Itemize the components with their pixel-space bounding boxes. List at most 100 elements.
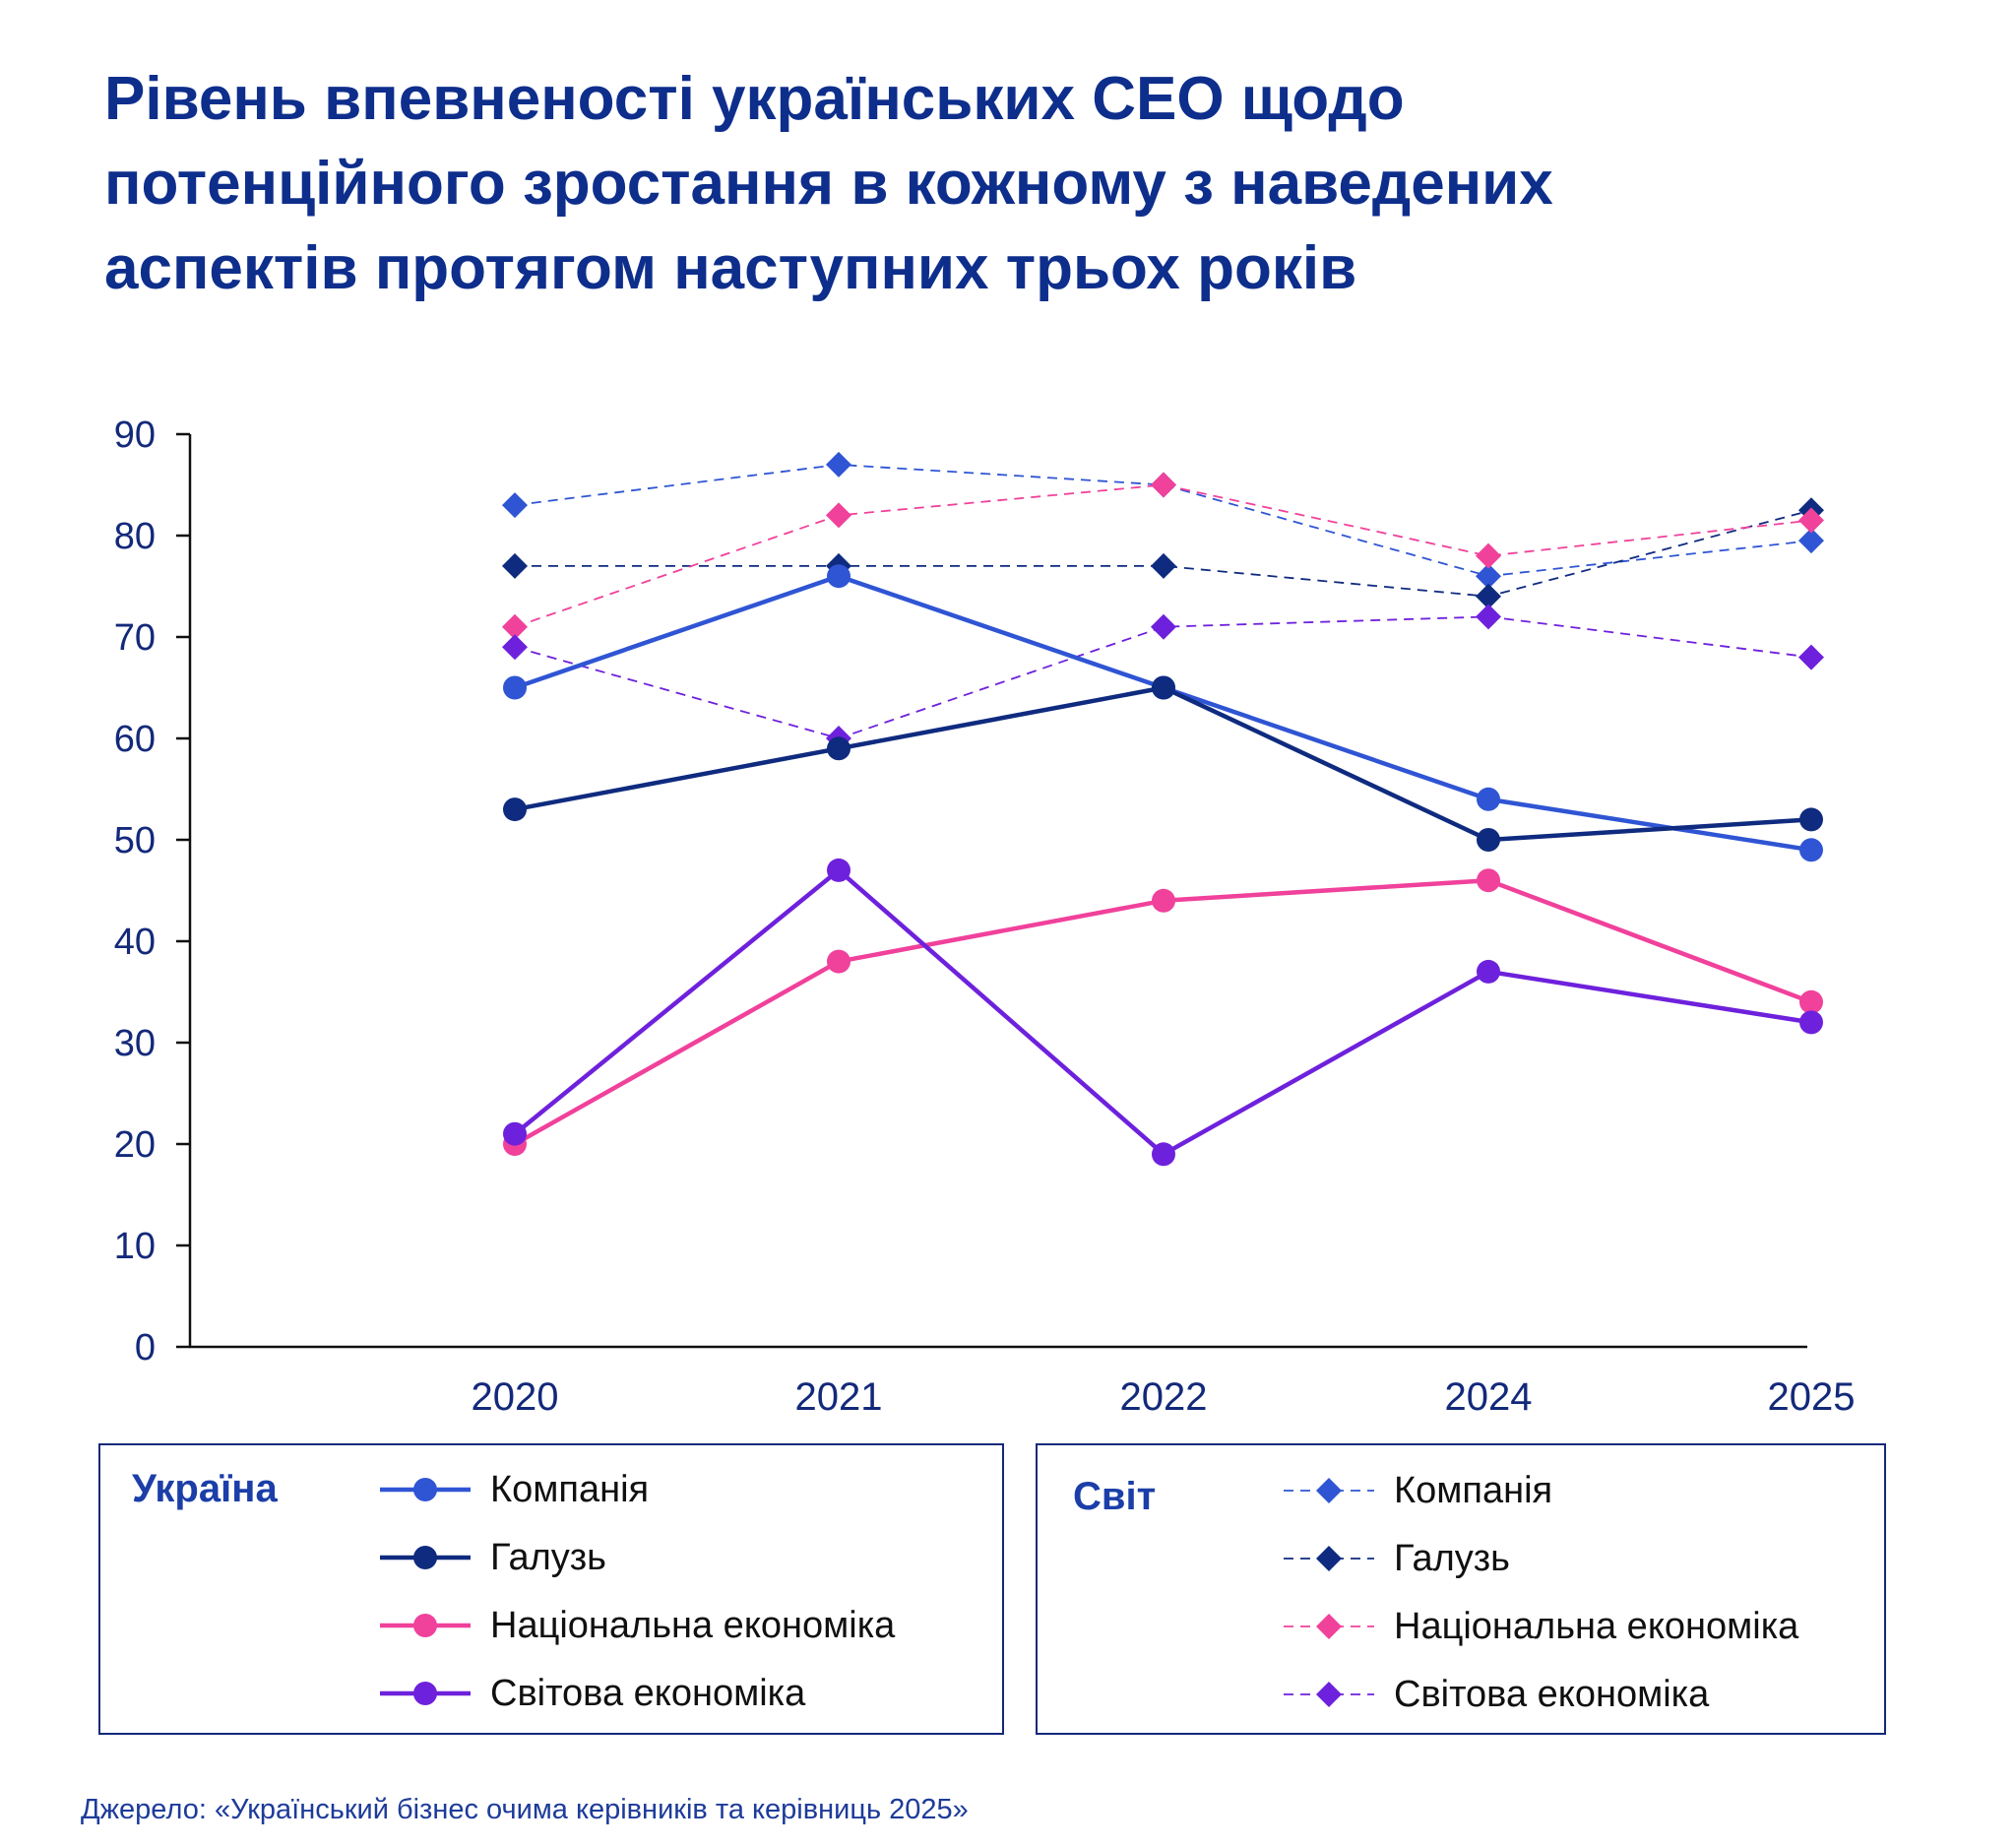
chart-title: Рівень впевненості українських CEO щодо … [104,57,1876,311]
series-line [514,483,1812,628]
title-line: аспектів протягом наступних трьох років [104,234,1357,302]
legend-heading-world: Світ [1073,1475,1157,1518]
legend-swatch [1284,1478,1374,1503]
data-point [827,949,850,974]
legend-marker [413,1682,437,1705]
legend-item: Світова економіка [1280,1670,1709,1719]
legend-item: Компанія [1280,1466,1552,1515]
data-point [1477,868,1500,893]
data-point [1799,989,1823,1014]
data-point [502,634,528,661]
x-axis-ticks: 2020 2021 2022 2024 2025 [472,1375,1856,1419]
data-point [503,797,527,822]
data-point [1476,604,1501,630]
x-tick-label: 2021 [795,1375,883,1419]
series-line [514,463,1812,578]
data-point [502,613,528,640]
data-point [1152,888,1175,913]
y-tick-label: 40 [114,922,156,963]
legend-ukraine: Україна Компанія Галузь Національна економ… [98,1443,1004,1735]
legend-swatch [380,1546,471,1569]
y-tick-label: 90 [114,414,156,456]
y-tick-label: 10 [114,1226,156,1267]
series [503,564,1823,862]
y-tick-label: 60 [114,719,156,760]
legend-item: Галузь [1280,1534,1510,1583]
series [502,472,1824,640]
legend-marker [1316,1682,1342,1707]
series-line [514,685,1812,843]
line-chart: 0 10 20 30 40 50 60 70 80 90 2020 2021 2022 2024 2025 [114,414,1856,1419]
legend-item: Світова економіка [376,1669,805,1718]
legend-marker [413,1478,437,1501]
data-point [1477,787,1500,811]
data-point [503,675,527,700]
y-tick-label: 70 [114,617,156,659]
x-tick-label: 2020 [472,1375,559,1419]
legend-marker [413,1614,437,1637]
legend-swatch [1284,1546,1374,1571]
world-series-group [502,451,1824,751]
series [503,868,1823,1156]
data-point [1477,959,1500,984]
y-tick-label: 0 [135,1327,156,1369]
data-point [827,564,850,589]
legend-marker [1316,1546,1342,1571]
legend-label: Національна економіка [1394,1605,1799,1647]
y-axis-ticks: 0 10 20 30 40 50 60 70 80 90 [114,414,190,1369]
series-line [515,509,1812,598]
data-point [1799,1010,1823,1035]
legend-world: Світ Компанія Галузь Національна економіка… [1036,1443,1886,1735]
legend-item: Компанія [376,1465,649,1514]
data-point [1151,552,1176,579]
legend-swatch [1284,1682,1374,1707]
series [503,675,1823,852]
title-line: Рівень впевненості українських CEO щодо [104,65,1405,133]
legend-label: Компанія [1394,1469,1553,1511]
data-point [1151,472,1176,498]
data-point [1798,528,1824,554]
legend-item: Галузь [376,1533,606,1582]
x-tick-label: 2025 [1768,1375,1856,1419]
legend-label: Світова економіка [1394,1673,1710,1715]
data-point [1152,1142,1175,1167]
data-point [1152,675,1175,700]
series [502,497,1824,609]
legend-label: Компанія [490,1468,650,1510]
y-tick-label: 20 [114,1124,156,1166]
data-point [1799,807,1823,832]
data-point [502,492,528,519]
data-point [826,502,851,529]
series [503,858,1823,1167]
source-note: Джерело: «Український бізнес очима керів… [81,1794,969,1825]
data-point [1799,838,1823,862]
legend-swatch [380,1614,471,1637]
data-point [826,451,851,478]
x-tick-label: 2022 [1120,1375,1208,1419]
axes [188,434,1807,1349]
data-point [1476,542,1501,569]
data-point [1151,613,1176,640]
legend-swatch [380,1682,471,1705]
legend-marker [1316,1478,1342,1503]
y-tick-label: 50 [114,820,156,861]
legend-label: Національна економіка [490,1604,896,1646]
legend-item: Національна економіка [1280,1602,1798,1651]
legend-heading-ukraine: Україна [132,1467,278,1510]
data-point [1798,644,1824,670]
legend-swatch [380,1478,471,1501]
legend-label: Галузь [490,1536,606,1578]
legend-label: Галузь [1394,1537,1510,1579]
data-point [1476,583,1501,609]
data-point [827,736,850,761]
legend-marker [413,1546,437,1569]
y-tick-label: 30 [114,1023,156,1064]
data-point [1476,563,1501,590]
legend-marker [1316,1614,1342,1639]
series-line [513,877,1812,1146]
title-line: потенційного зростання в кожному з навед… [104,150,1553,218]
y-tick-label: 80 [114,516,156,557]
legend-swatch [1284,1614,1374,1639]
data-point [502,552,528,579]
data-point [827,858,850,882]
